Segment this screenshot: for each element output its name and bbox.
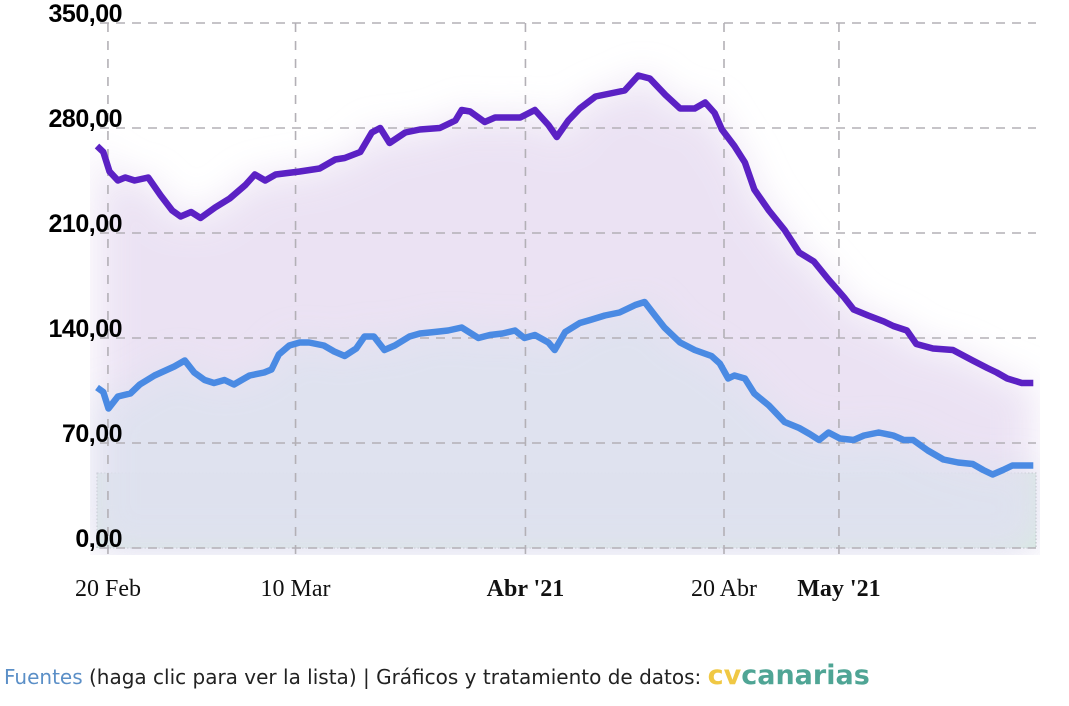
series-lines xyxy=(94,72,1034,478)
lower-series-line xyxy=(95,298,1034,478)
grid-lines xyxy=(100,22,1036,562)
x-axis-label: 20 Abr xyxy=(691,576,757,602)
y-axis-label: 210,00 xyxy=(48,210,123,238)
upper-series-line xyxy=(94,72,1034,387)
footer-credits: Fuentes (haga clic para ver la lista) | … xyxy=(4,660,870,691)
y-axis-label: 140,00 xyxy=(48,315,123,343)
y-axis-label: 70,00 xyxy=(61,420,123,448)
x-axis-label: Abr '21 xyxy=(486,576,565,602)
line-chart: 350,00 280,00 210,00 140,00 70,00 0,00 20 Feb… xyxy=(48,0,1037,602)
y-axis-label: 280,00 xyxy=(48,105,123,133)
x-axis-label: 20 Feb xyxy=(75,576,141,602)
sources-link[interactable]: Fuentes xyxy=(4,665,83,689)
sources-note: (haga clic para ver la lista) | Gráficos… xyxy=(82,665,708,689)
y-axis-label: 0,00 xyxy=(75,525,122,553)
lower-series-fill xyxy=(97,302,1034,548)
y-axis-label: 350,00 xyxy=(48,0,123,28)
brand-canarias: canarias xyxy=(741,660,870,691)
brand-cv: cv xyxy=(707,660,742,691)
series-fill-areas xyxy=(97,75,1034,548)
brand-logo[interactable]: cvcanarias xyxy=(708,660,870,691)
x-axis-label: 10 Mar xyxy=(260,576,331,602)
x-axis-label: May '21 xyxy=(797,576,881,602)
chart-plot-area xyxy=(94,22,1037,562)
